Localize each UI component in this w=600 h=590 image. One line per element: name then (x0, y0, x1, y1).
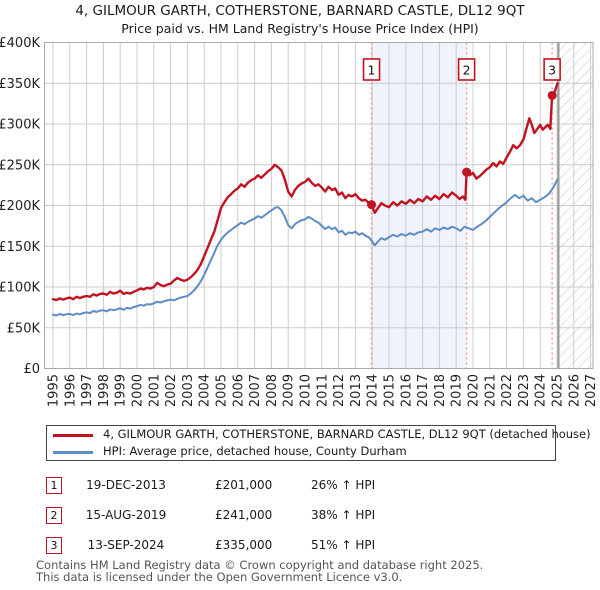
svg-text:2001: 2001 (147, 374, 162, 407)
price-line-swatch (53, 434, 93, 437)
svg-text:£0: £0 (23, 362, 40, 377)
hpi-line (52, 178, 559, 317)
svg-text:2013: 2013 (349, 374, 364, 407)
chart-legend: 4, GILMOUR GARTH, COTHERSTONE, BARNARD C… (46, 425, 591, 461)
transaction-date: 19-DEC-2013 (86, 478, 166, 492)
svg-text:2020: 2020 (467, 374, 482, 407)
transaction-vs-hpi: 38% ↑ HPI (311, 508, 376, 522)
x-tick-labels: 1995 1996 1997 1998 1999 2000 2001 2002 2003 2004… (47, 374, 600, 407)
svg-text:1999: 1999 (114, 374, 129, 407)
transaction-date: 13-SEP-2024 (87, 538, 165, 552)
svg-text:2027: 2027 (584, 374, 599, 407)
price-chart: 1 2 3£0£50K£100K£150K£200K£250K£300K£350K£… (0, 36, 600, 407)
sale-marker-dots (367, 90, 557, 210)
transaction-price: £241,000 (215, 508, 273, 522)
svg-text:£400K: £400K (0, 36, 40, 51)
svg-text:2015: 2015 (383, 374, 398, 407)
sale-date-dashed-lines (370, 42, 553, 369)
svg-text:1: 1 (368, 63, 376, 78)
svg-text:2011: 2011 (315, 374, 330, 407)
svg-text:2019: 2019 (450, 374, 465, 407)
svg-text:2021: 2021 (483, 374, 498, 407)
svg-text:1996: 1996 (63, 374, 78, 407)
transaction-price: £201,000 (215, 478, 273, 492)
svg-text:£350K: £350K (0, 77, 40, 92)
legend-item-price: 4, GILMOUR GARTH, COTHERSTONE, BARNARD C… (47, 426, 591, 443)
svg-text:£150K: £150K (0, 240, 40, 255)
svg-text:2022: 2022 (500, 374, 515, 407)
svg-text:2026: 2026 (567, 374, 582, 407)
transaction-row: 3 13-SEP-2024 £335,000 51% ↑ HPI (0, 537, 600, 555)
svg-text:£100K: £100K (0, 281, 40, 296)
svg-text:£50K: £50K (7, 321, 41, 336)
svg-text:2014: 2014 (366, 374, 381, 407)
transaction-date: 15-AUG-2019 (85, 508, 167, 522)
svg-text:2012: 2012 (332, 374, 347, 407)
future-hatch-region (558, 42, 593, 369)
annotation-box-1: 1 (362, 58, 381, 81)
svg-text:1997: 1997 (80, 374, 95, 407)
page-title: 4, GILMOUR GARTH, COTHERSTONE, BARNARD C… (75, 3, 525, 19)
svg-text:2007: 2007 (248, 374, 263, 407)
svg-text:2025: 2025 (551, 374, 566, 407)
svg-text:2000: 2000 (131, 374, 146, 407)
svg-text:2006: 2006 (231, 374, 246, 407)
svg-text:2005: 2005 (215, 374, 230, 407)
annotation-box-3: 3 (543, 58, 561, 81)
svg-text:2018: 2018 (433, 374, 448, 407)
plot-border (44, 42, 594, 369)
svg-text:3: 3 (548, 63, 556, 78)
svg-text:2004: 2004 (198, 374, 213, 407)
svg-text:2024: 2024 (534, 374, 549, 407)
svg-text:2023: 2023 (517, 374, 532, 407)
annotation-box-2: 2 (457, 58, 476, 81)
svg-text:2008: 2008 (265, 374, 280, 407)
legend-label: 4, GILMOUR GARTH, COTHERSTONE, BARNARD C… (103, 427, 591, 441)
svg-text:2017: 2017 (416, 374, 431, 407)
transaction-number-badge: 3 (46, 537, 62, 554)
y-tick-labels: £0 £50K £100K £150K £200K £250K £300K £350K £400… (0, 36, 40, 377)
price-paid-line (51, 82, 559, 302)
transaction-price: £335,000 (215, 538, 273, 552)
transaction-vs-hpi: 26% ↑ HPI (311, 478, 376, 492)
svg-text:£250K: £250K (0, 158, 40, 173)
svg-text:£200K: £200K (0, 199, 40, 214)
svg-text:1995: 1995 (47, 374, 62, 407)
transaction-number-badge: 1 (46, 477, 62, 494)
footer-licence: This data is licensed under the Open Gov… (36, 570, 403, 584)
legend-label: HPI: Average price, detached house, Coun… (103, 444, 407, 458)
svg-text:2002: 2002 (164, 374, 179, 407)
hpi-line-swatch (53, 451, 93, 454)
svg-text:1998: 1998 (97, 374, 112, 407)
footer-copyright: Contains HM Land Registry data © Crown c… (36, 558, 484, 572)
page-subtitle: Price paid vs. HM Land Registry's House … (121, 21, 479, 36)
svg-text:£300K: £300K (0, 118, 40, 133)
svg-text:2010: 2010 (299, 374, 314, 407)
transaction-row: 2 15-AUG-2019 £241,000 38% ↑ HPI (0, 507, 600, 525)
y-gridlines (44, 42, 593, 369)
transaction-vs-hpi: 51% ↑ HPI (311, 538, 376, 552)
legend-item-hpi: HPI: Average price, detached house, Coun… (47, 443, 555, 460)
svg-text:2009: 2009 (282, 374, 297, 407)
transaction-number-badge: 2 (46, 507, 62, 524)
transaction-row: 1 19-DEC-2013 £201,000 26% ↑ HPI (0, 477, 600, 495)
svg-text:2003: 2003 (181, 374, 196, 407)
svg-text:2016: 2016 (399, 374, 414, 407)
svg-text:2: 2 (463, 63, 471, 78)
